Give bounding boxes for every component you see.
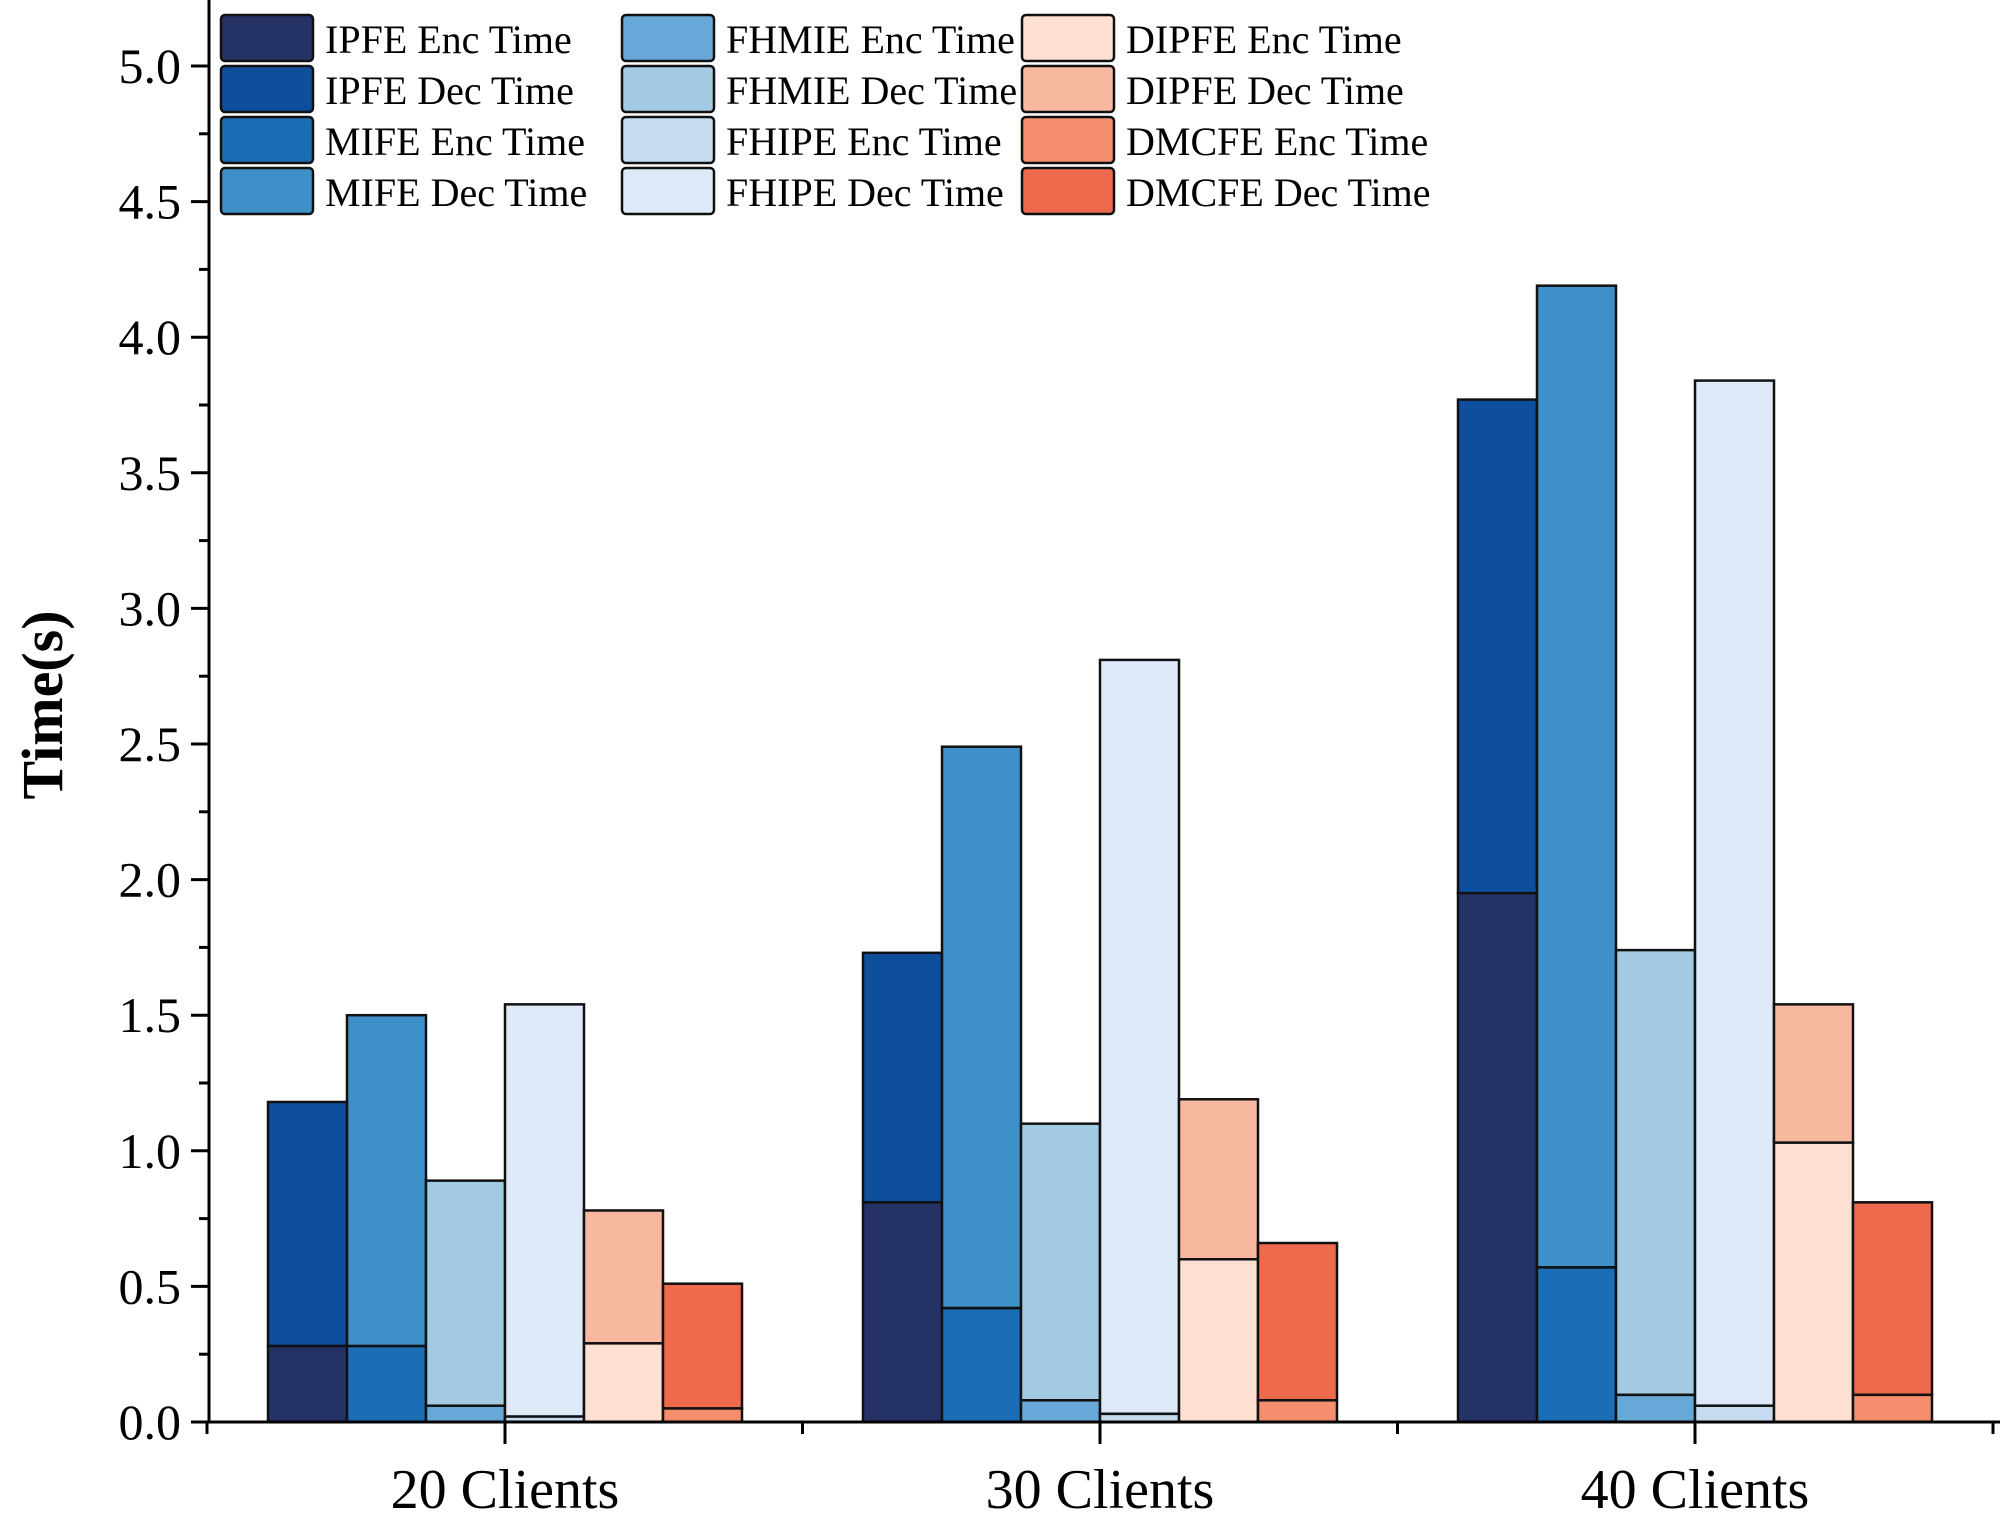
bar-ipfe-enc-1 (266, 1344, 349, 1424)
y-tick-label: 5.0 (119, 38, 182, 94)
legend-swatch (620, 166, 716, 216)
legend-swatch (620, 13, 716, 63)
legend-swatch (219, 115, 315, 165)
y-tick-label: 1.5 (119, 987, 182, 1043)
legend-label: FHMIE Enc Time (726, 17, 1015, 62)
legend-label: DIPFE Enc Time (1126, 17, 1402, 62)
bar-dmcfe-enc-2 (1256, 1399, 1339, 1424)
bar-ipfe-dec-1 (266, 1100, 349, 1348)
bar-dmcfe-dec-1 (661, 1282, 744, 1410)
bar-dipfe-enc-2 (1177, 1258, 1260, 1424)
y-tick-label: 4.0 (119, 309, 182, 365)
bar-dmcfe-enc-1 (661, 1407, 744, 1424)
bar-fhipe-dec-1 (503, 1003, 586, 1418)
bar-ipfe-enc-2 (861, 1201, 944, 1424)
y-tick-label: 4.5 (119, 174, 182, 230)
legend-swatch (219, 64, 315, 114)
legend-label: MIFE Enc Time (325, 119, 585, 164)
bar-fhipe-enc-3 (1693, 1404, 1776, 1424)
bar-fhipe-dec-3 (1693, 379, 1776, 1407)
legend-label: DMCFE Enc Time (1126, 119, 1428, 164)
bar-mife-enc-1 (345, 1344, 428, 1424)
bar-dipfe-dec-3 (1772, 1003, 1855, 1144)
bar-mife-dec-2 (940, 745, 1023, 1310)
bar-dmcfe-dec-2 (1256, 1241, 1339, 1402)
bar-mife-enc-3 (1535, 1266, 1618, 1424)
bar-ipfe-dec-2 (861, 951, 944, 1204)
bar-fhmie-dec-2 (1019, 1122, 1102, 1402)
legend-swatch (1020, 115, 1116, 165)
legend-swatch (1020, 64, 1116, 114)
legend-label: MIFE Dec Time (325, 170, 587, 215)
legend-label: FHIPE Dec Time (726, 170, 1004, 215)
legend-label: FHMIE Dec Time (726, 68, 1017, 113)
legend-swatch (1020, 166, 1116, 216)
legend-swatch (620, 115, 716, 165)
bar-dipfe-dec-1 (582, 1209, 665, 1345)
legend-label: DMCFE Dec Time (1126, 170, 1431, 215)
legend-swatch (219, 166, 315, 216)
legend-label: IPFE Dec Time (325, 68, 574, 113)
y-tick-label: 2.0 (119, 852, 182, 908)
bar-fhmie-enc-2 (1019, 1399, 1102, 1424)
legend-swatch (620, 64, 716, 114)
bar-fhmie-dec-3 (1614, 948, 1697, 1397)
y-tick-label: 0.0 (119, 1394, 182, 1450)
bar-mife-dec-1 (345, 1013, 428, 1348)
x-tick-label: 40 Clients (1581, 1459, 1810, 1516)
bar-dipfe-dec-2 (1177, 1098, 1260, 1261)
bar-ipfe-dec-3 (1456, 398, 1539, 895)
x-tick-label: 20 Clients (391, 1459, 620, 1516)
y-tick-label: 3.0 (119, 580, 182, 636)
legend-label: FHIPE Enc Time (726, 119, 1002, 164)
legend-label: DIPFE Dec Time (1126, 68, 1404, 113)
bar-fhmie-enc-1 (424, 1404, 507, 1424)
bar-dipfe-enc-1 (582, 1342, 665, 1424)
y-tick-label: 3.5 (119, 445, 182, 501)
legend-swatch (1020, 13, 1116, 63)
bar-fhmie-dec-1 (424, 1179, 507, 1407)
legend: IPFE Enc Time IPFE Dec Time MIFE Enc Time M… (219, 13, 1431, 216)
bar-dipfe-enc-3 (1772, 1141, 1855, 1424)
y-tick-label: 1.0 (119, 1123, 182, 1179)
bars-layer (266, 284, 1934, 1424)
axes-layer: 0.0 0.5 1.0 1.5 2.0 2.5 3.0 3.5 4.0 4.5 5.0 20 Clie… (119, 0, 2000, 1516)
y-axis-label: Time(s) (10, 610, 75, 799)
bar-fhmie-enc-3 (1614, 1393, 1697, 1424)
bar-dmcfe-dec-3 (1851, 1201, 1934, 1397)
legend-label: IPFE Enc Time (325, 17, 572, 62)
bar-dmcfe-enc-3 (1851, 1393, 1934, 1424)
bar-ipfe-enc-3 (1456, 891, 1539, 1424)
bar-fhipe-dec-2 (1098, 658, 1181, 1416)
bar-mife-dec-3 (1535, 284, 1618, 1269)
y-tick-label: 0.5 (119, 1258, 182, 1314)
x-tick-label: 30 Clients (986, 1459, 1215, 1516)
bar-mife-enc-2 (940, 1306, 1023, 1424)
y-tick-label: 2.5 (119, 716, 182, 772)
legend-swatch (219, 13, 315, 63)
